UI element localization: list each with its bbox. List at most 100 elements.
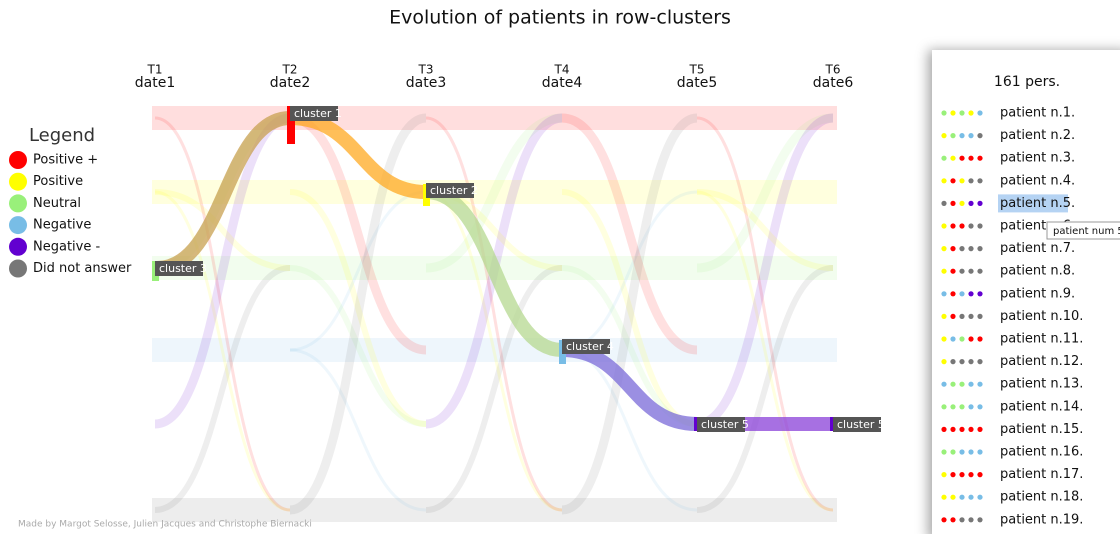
answer-dot	[959, 246, 965, 252]
footer: Made by Margot Selosse, Julien Jacques a…	[18, 520, 312, 530]
band	[152, 498, 837, 522]
patient-label[interactable]: patient n.16.	[1000, 445, 1083, 460]
answer-dot	[977, 200, 983, 206]
answer-dot	[950, 381, 956, 387]
timepoint-name: T2	[282, 63, 298, 77]
band	[152, 106, 837, 130]
answer-dot	[959, 494, 965, 500]
answer-dot	[941, 472, 947, 478]
link	[154, 189, 291, 271]
answer-dot	[968, 381, 974, 387]
answer-dot	[941, 517, 947, 523]
answer-dot	[950, 246, 956, 252]
patient-label[interactable]: patient n.11.	[1000, 332, 1083, 347]
patient-label[interactable]: patient n.19.	[1000, 512, 1083, 527]
answer-dot	[977, 291, 983, 297]
answer-dot	[968, 291, 974, 297]
link	[696, 265, 834, 513]
answer-dot	[941, 155, 947, 161]
tooltip	[1046, 221, 1120, 240]
label-box	[426, 183, 474, 198]
link	[289, 189, 427, 427]
timepoint-date: date2	[270, 75, 310, 91]
patient-label[interactable]: patient n.3.	[1000, 151, 1075, 166]
link	[154, 116, 291, 512]
patient-label[interactable]: patient n.9.	[1000, 286, 1075, 301]
link	[696, 113, 834, 273]
answer-dot	[968, 472, 974, 478]
link	[696, 116, 834, 512]
answer-dot	[941, 110, 947, 116]
answer-dot	[977, 426, 983, 432]
legend-label: Neutral	[33, 196, 81, 211]
answer-dot	[977, 494, 983, 500]
answer-dot	[941, 336, 947, 342]
answer-dot	[968, 449, 974, 455]
answer-dot	[968, 246, 974, 252]
patient-label[interactable]: patient n.1.	[1000, 106, 1075, 121]
patient-label[interactable]: patient n.18.	[1000, 490, 1083, 505]
patient-list: patient n.1. patient n.2. patient n.3. pati…	[941, 106, 1083, 527]
answer-dot	[968, 313, 974, 319]
answer-dot	[968, 133, 974, 139]
answer-dot	[941, 223, 947, 229]
timepoint-name: T3	[418, 63, 434, 77]
answer-dot	[977, 336, 983, 342]
answer-dot	[977, 246, 983, 252]
timepoint-name: T1	[147, 63, 163, 77]
legend-label: Positive	[33, 174, 83, 189]
link	[561, 189, 698, 427]
band	[152, 180, 837, 204]
legend-swatch	[9, 259, 27, 278]
count: 161 pers.	[994, 74, 1060, 90]
answer-dot	[959, 223, 965, 229]
answer-dot	[950, 313, 956, 319]
patient-label[interactable]: patient n.12.	[1000, 354, 1083, 369]
band	[152, 338, 837, 362]
patient-label[interactable]: patient n.10.	[1000, 309, 1083, 324]
answer-dot	[950, 426, 956, 432]
answer-dot	[968, 178, 974, 184]
legend-label: Negative -	[33, 239, 100, 254]
answer-dot	[968, 268, 974, 274]
cluster-label: cluster 5	[701, 418, 749, 431]
timepoint-name: T4	[554, 63, 570, 77]
patient-label[interactable]: patient n.8.	[1000, 264, 1075, 279]
legend-title: Legend	[29, 125, 95, 146]
label-box	[833, 417, 881, 432]
legend-label: Positive +	[33, 153, 98, 168]
answer-dot	[977, 359, 983, 365]
answer-dot	[968, 359, 974, 365]
patient-label[interactable]: patient n.4.	[1000, 173, 1075, 188]
answer-dot	[941, 494, 947, 500]
legend-swatch	[9, 216, 27, 235]
legend-label: Did not answer	[33, 261, 132, 276]
patient-label[interactable]: patient n.2.	[1000, 128, 1075, 143]
answer-dot	[959, 313, 965, 319]
legend-swatch	[9, 151, 27, 169]
link	[289, 265, 427, 427]
answer-dot	[968, 155, 974, 161]
answer-dot	[950, 110, 956, 116]
link	[154, 265, 291, 513]
timepoint-name: T5	[689, 63, 705, 77]
answer-dot	[977, 155, 983, 161]
answer-dot	[941, 291, 947, 297]
answer-dot	[959, 155, 965, 161]
answer-dot	[941, 268, 947, 274]
patient-label[interactable]: patient n.13.	[1000, 377, 1083, 392]
patient-label[interactable]: patient n.14.	[1000, 399, 1083, 414]
title: Evolution of patients in row-clusters	[389, 7, 731, 29]
patient-label[interactable]: patient n.17.	[1000, 467, 1083, 482]
patient-label[interactable]: patient n.7.	[1000, 241, 1075, 256]
patient-label[interactable]: patient n.5.	[1000, 196, 1075, 211]
answer-dot	[950, 223, 956, 229]
cluster-label: cluster 1	[294, 107, 342, 120]
answer-dot	[977, 313, 983, 319]
link	[561, 348, 698, 512]
link	[289, 348, 427, 512]
answer-dot	[941, 359, 947, 365]
answer-dot	[977, 110, 983, 116]
answer-dot	[959, 110, 965, 116]
patient-label[interactable]: patient n.15.	[1000, 422, 1083, 437]
